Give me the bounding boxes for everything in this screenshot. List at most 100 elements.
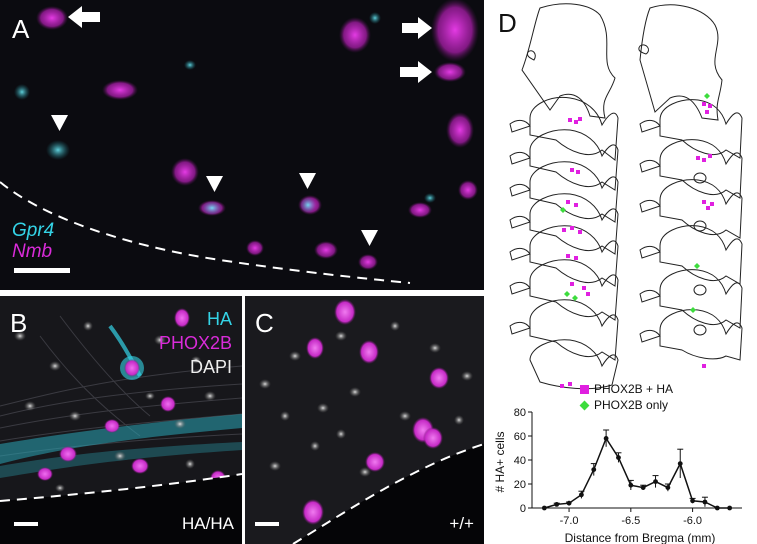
legend-item: PHOX2B + HA (580, 382, 757, 396)
section-outline (509, 281, 531, 295)
phox2b-only-cells (560, 93, 710, 313)
data-point (677, 461, 683, 466)
section-outline (659, 139, 743, 199)
panel-c-micrograph: C +/+ (245, 296, 484, 544)
section-outline (527, 50, 536, 61)
panel-b-micrograph: B HA PHOX2B DAPI HA/HA (0, 296, 242, 544)
section-outline (639, 4, 723, 121)
chart-plot (541, 429, 733, 511)
section-outline (659, 269, 743, 329)
data-point (579, 492, 584, 498)
data-point (554, 502, 560, 507)
gpr4-cells (14, 12, 436, 215)
right-arrow-icon (402, 17, 432, 39)
section-outline (638, 44, 649, 55)
data-point (591, 467, 597, 472)
arrowhead-icon (51, 115, 68, 131)
data-point (541, 505, 547, 511)
chart-axes: 0 20 40 60 80 -7.0 -6.5 -6.0 (514, 407, 742, 527)
section-outline (693, 220, 707, 232)
data-point (690, 498, 695, 504)
panel-b-image (0, 296, 242, 544)
section-outline (639, 245, 661, 259)
panel-a-label: A (12, 14, 30, 44)
section-outline (521, 3, 616, 119)
legend-gpr4: Gpr4 (12, 220, 55, 241)
data-point (566, 500, 572, 506)
section-outline (509, 183, 531, 197)
panel-c-image (245, 296, 484, 544)
y-axis-label: # HA+ cells (493, 431, 507, 492)
section-outline (529, 96, 619, 161)
section-outline (639, 159, 661, 173)
section-outline (639, 329, 661, 343)
dashed-boundary (292, 443, 484, 544)
legend-label-phox2b-ha: PHOX2B + HA (594, 382, 674, 396)
scale-bar (14, 522, 38, 526)
section-outline (659, 99, 743, 159)
section-outline (659, 225, 743, 285)
section-outline (693, 172, 707, 184)
legend: PHOX2B + HA PHOX2B only (579, 382, 757, 412)
genotype-label: HA/HA (182, 514, 234, 533)
scale-bar (14, 268, 70, 273)
dashed-boundary (0, 181, 411, 284)
section-outline (529, 259, 619, 321)
right-arrow-icon (400, 61, 432, 83)
stain-phox2b-label: PHOX2B (158, 333, 232, 353)
section-outline (529, 193, 619, 255)
x-tick-label: -6.5 (621, 515, 640, 527)
phox2b-nuclei (302, 299, 449, 525)
section-outline (529, 299, 619, 361)
section-outline (693, 324, 707, 336)
data-line (544, 436, 730, 509)
brainstem-section-maps (509, 3, 743, 390)
section-outline (659, 179, 743, 239)
arrowhead-icon (299, 173, 316, 189)
x-tick-label: -7.0 (560, 515, 579, 527)
data-point (603, 436, 609, 441)
data-point (702, 499, 708, 505)
section-outline (509, 151, 531, 165)
y-tick-label: 40 (514, 455, 526, 467)
panel-b-label: B (10, 308, 28, 338)
legend-label-phox2b-only: PHOX2B only (594, 398, 669, 412)
section-outline (509, 215, 531, 229)
section-outline (509, 247, 531, 261)
stain-dapi-label: DAPI (189, 357, 232, 377)
left-arrow-icon (68, 6, 100, 28)
phox2b-nuclei (37, 308, 226, 486)
panel-a-micrograph: A Gpr4 Nmb (0, 0, 484, 290)
y-tick-label: 20 (514, 479, 526, 491)
data-point (653, 479, 658, 484)
section-outline (639, 289, 661, 303)
data-point (640, 485, 646, 490)
scale-bar (255, 522, 279, 526)
panel-a-image (0, 0, 484, 290)
data-point (727, 505, 733, 511)
data-point (628, 482, 634, 488)
arrowhead-icon (206, 176, 223, 192)
section-outline (529, 129, 619, 191)
section-outline (529, 161, 619, 223)
data-point (616, 455, 621, 460)
y-tick-label: 0 (520, 503, 526, 515)
data-point (714, 505, 720, 511)
stain-ha-label: HA (206, 309, 232, 329)
genotype-label: +/+ (449, 514, 474, 533)
section-outline (639, 119, 661, 133)
ha-cells-chart: 0 20 40 60 80 -7.0 -6.5 -6.0 # HA+ cells Distan… (493, 407, 742, 544)
section-outline (509, 321, 531, 335)
dapi-nuclei (259, 321, 473, 477)
phox2b-ha-cells (560, 102, 714, 388)
y-tick-label: 80 (514, 407, 526, 419)
section-outline (659, 309, 743, 361)
section-outline (639, 199, 661, 213)
panel-d-label: D (498, 8, 517, 38)
x-tick-label: -6.0 (683, 515, 702, 527)
arrowhead-icon (361, 230, 378, 246)
data-point (665, 485, 671, 490)
dashed-boundary (0, 473, 242, 502)
x-axis-label: Distance from Bregma (mm) (565, 531, 716, 544)
legend-item: PHOX2B only (579, 398, 757, 412)
